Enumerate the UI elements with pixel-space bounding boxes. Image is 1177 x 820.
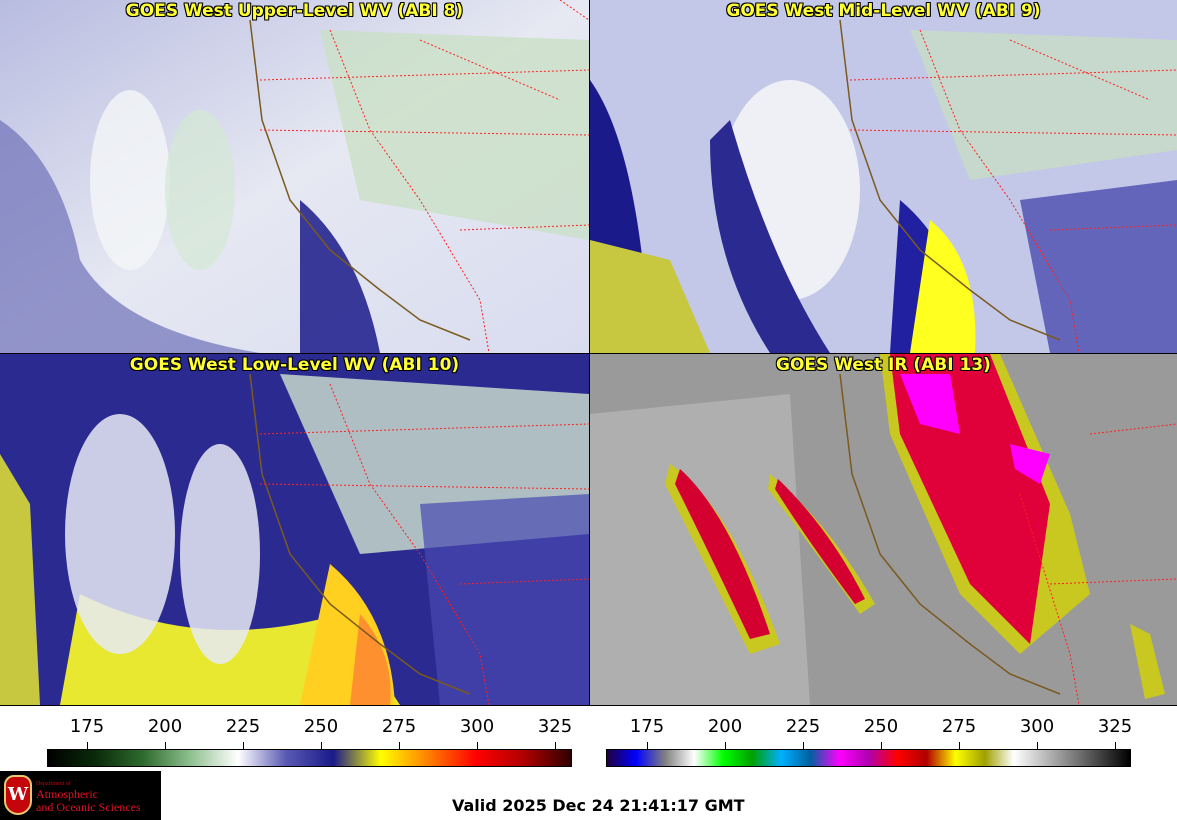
panel-title: GOES West Upper-Level WV (ABI 8) <box>125 1 464 21</box>
wv-tick-mark <box>165 742 166 749</box>
panel-title: GOES West Mid-Level WV (ABI 9) <box>726 1 1041 21</box>
wv-tick-mark <box>321 742 322 749</box>
wv-tick-label: 200 <box>147 716 183 737</box>
panel-title: GOES West Low-Level WV (ABI 10) <box>129 355 460 375</box>
horizontal-divider <box>0 353 1177 354</box>
ir-tick-label: 275 <box>941 716 977 737</box>
logo-line-2b: and Oceanic Sciences <box>36 800 141 814</box>
panel-title: GOES West IR (ABI 13) <box>776 355 991 375</box>
ir-tick-mark <box>803 742 804 749</box>
wv-tick-mark <box>243 742 244 749</box>
ir-tick-label: 325 <box>1097 716 1133 737</box>
wv-tick-mark <box>87 742 88 749</box>
ir-tick-mark <box>881 742 882 749</box>
wv-tick-mark <box>399 742 400 749</box>
wv-tick-label: 325 <box>537 716 573 737</box>
aos-logo: W Department of Atmospheric and Oceanic … <box>0 771 161 820</box>
ir-tick-label: 200 <box>707 716 743 737</box>
ir-tick-label: 175 <box>629 716 665 737</box>
uw-crest-icon: W <box>4 775 32 815</box>
wv-tick-label: 300 <box>459 716 495 737</box>
wv-tick-mark <box>555 742 556 749</box>
panel-mid-level-wv: GOES West Mid-Level WV (ABI 9) <box>590 0 1177 353</box>
ir-tick-mark <box>725 742 726 749</box>
ir-tick-mark <box>647 742 648 749</box>
wv-tick-label: 225 <box>225 716 261 737</box>
ir-tick-mark <box>1037 742 1038 749</box>
logo-line-2a: Atmospheric <box>36 787 98 801</box>
logo-line-2: Atmospheric and Oceanic Sciences <box>36 788 141 814</box>
panel-upper-level-wv: GOES West Upper-Level WV (ABI 8) <box>0 0 589 353</box>
ir-tick-mark <box>1115 742 1116 749</box>
ir-tick-label: 250 <box>863 716 899 737</box>
low-level-wv-image <box>0 354 589 705</box>
panel-ir: GOES West IR (ABI 13) <box>590 354 1177 705</box>
ir-tick-label: 300 <box>1019 716 1055 737</box>
ir-image <box>590 354 1177 705</box>
wv-tick-label: 250 <box>303 716 339 737</box>
wv-color-bar <box>47 749 572 767</box>
mid-level-wv-image <box>590 0 1177 353</box>
panel-low-level-wv: GOES West Low-Level WV (ABI 10) <box>0 354 589 705</box>
ir-tick-label: 225 <box>785 716 821 737</box>
ir-tick-mark <box>959 742 960 749</box>
ir-color-bar <box>606 749 1131 767</box>
wv-tick-mark <box>477 742 478 749</box>
bottom-border <box>0 705 1177 706</box>
valid-time: Valid 2025 Dec 24 21:41:17 GMT <box>452 796 745 815</box>
logo-line-1: Department of <box>36 781 71 787</box>
upper-level-wv-image <box>0 0 589 353</box>
wv-tick-label: 275 <box>381 716 417 737</box>
wv-tick-label: 175 <box>69 716 105 737</box>
